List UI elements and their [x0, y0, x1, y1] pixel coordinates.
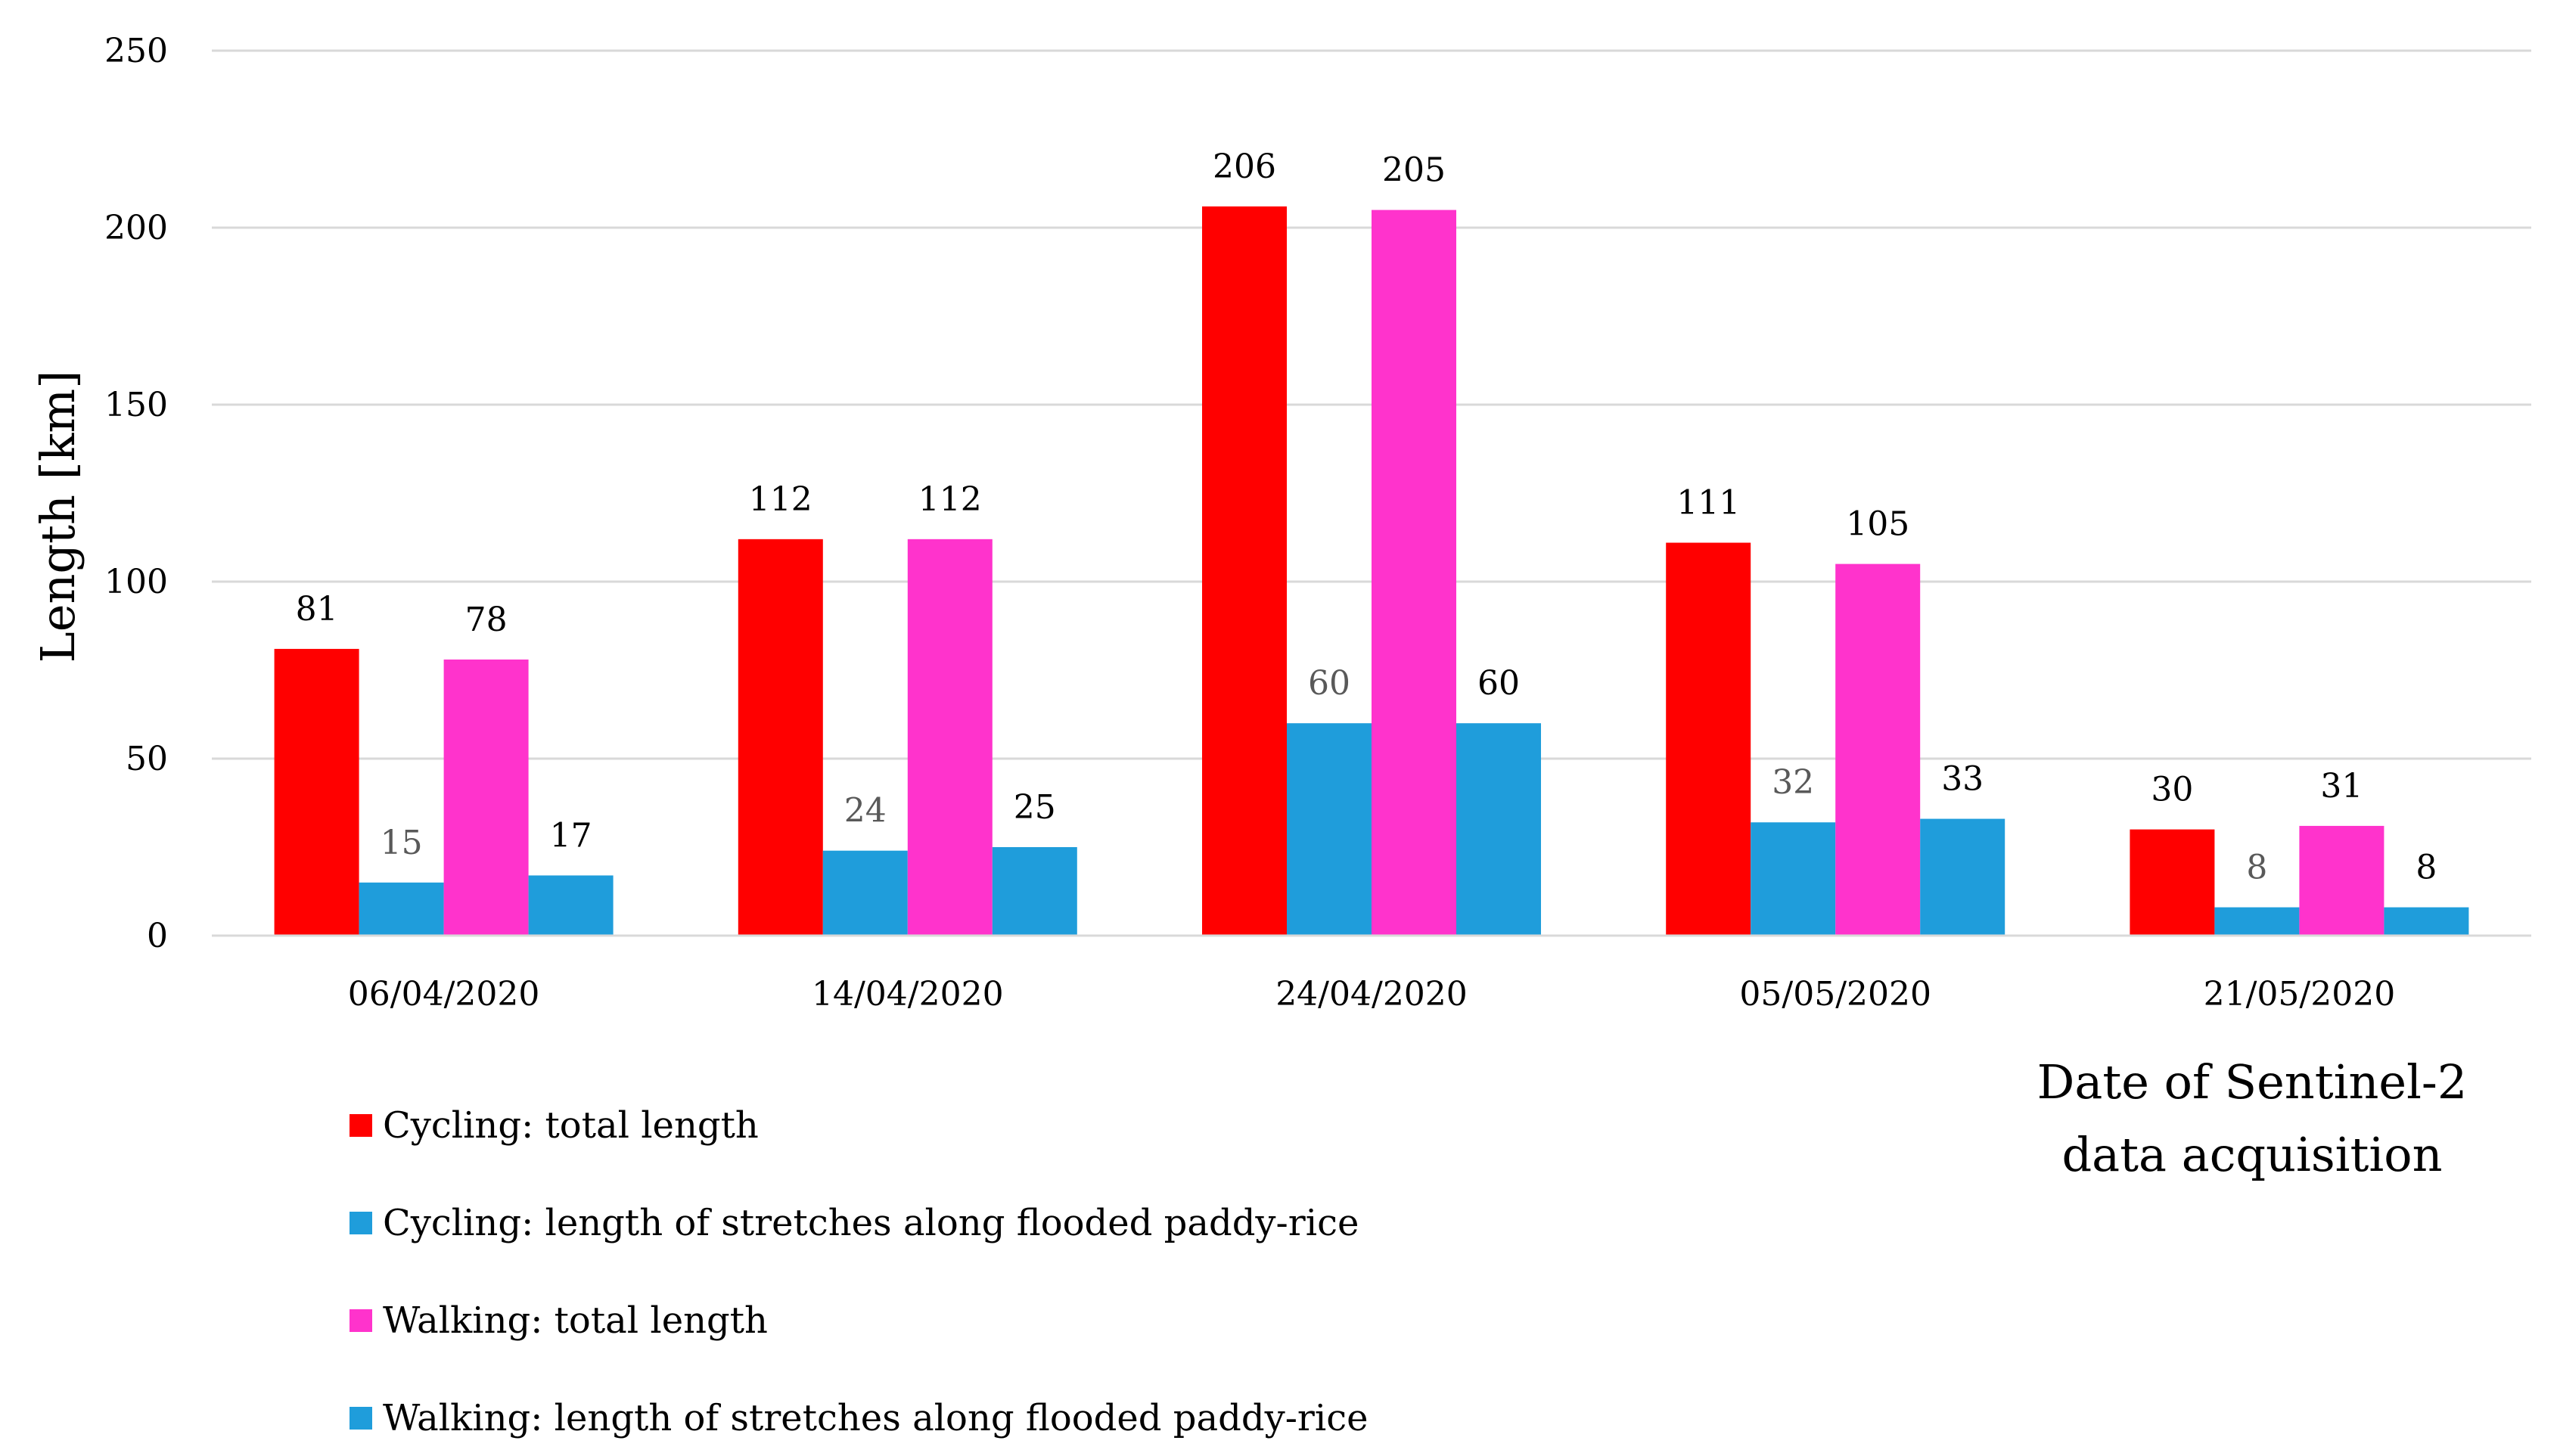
data-label: 112 [749, 480, 812, 519]
legend-swatch [350, 1407, 372, 1430]
bar-series-1-3 [1202, 206, 1287, 936]
bar-series-1-2 [738, 539, 823, 936]
data-label: 206 [1213, 147, 1276, 186]
bar-series-4-1 [528, 875, 614, 936]
data-label: 105 [1846, 505, 1909, 544]
x-tick-label: 21/05/2020 [2204, 975, 2396, 1014]
data-label: 15 [381, 824, 423, 862]
data-label: 78 [465, 601, 508, 639]
legend-swatch [350, 1212, 372, 1234]
y-tick-label: 250 [104, 32, 168, 70]
bar-series-2-4 [1751, 822, 1836, 936]
bar-series-2-5 [2214, 907, 2300, 936]
data-label: 17 [550, 816, 592, 855]
data-label: 24 [844, 792, 887, 830]
bars [274, 206, 2469, 936]
data-label: 8 [2246, 849, 2267, 887]
legend-swatch [350, 1114, 372, 1137]
bar-series-4-2 [992, 847, 1077, 936]
data-label: 8 [2416, 849, 2437, 887]
y-axis-ticks: 0 50 100 150 200 250 [104, 32, 168, 955]
data-label: 60 [1477, 664, 1520, 703]
legend: Cycling: total length Cycling: length of … [350, 1104, 1369, 1439]
y-tick-label: 150 [104, 386, 168, 424]
y-tick-label: 0 [147, 917, 168, 955]
bar-series-2-1 [359, 882, 444, 936]
data-labels: 81 15 78 17 112 24 112 25 206 60 205 60 111 32 105 33 30… [296, 147, 2437, 887]
legend-swatch [350, 1309, 372, 1332]
bar-series-3-1 [443, 659, 529, 936]
bar-series-1-1 [274, 648, 359, 936]
bar-series-1-5 [2130, 829, 2215, 936]
y-tick-label: 200 [104, 209, 168, 247]
data-label: 32 [1772, 763, 1814, 802]
legend-label: Walking: total length [383, 1299, 768, 1342]
bar-series-4-5 [2384, 907, 2469, 936]
y-tick-label: 100 [104, 563, 168, 601]
bar-series-4-4 [1920, 818, 2005, 936]
bar-series-2-3 [1287, 723, 1372, 936]
legend-label: Walking: length of stretches along flood… [383, 1397, 1369, 1439]
legend-label: Cycling: length of stretches along flood… [383, 1202, 1359, 1244]
bar-series-4-3 [1456, 723, 1541, 936]
x-tick-label: 14/04/2020 [812, 975, 1004, 1014]
data-label: 60 [1308, 664, 1350, 703]
x-axis-title-line-2: data acquisition [2061, 1127, 2442, 1182]
x-axis-ticks: 06/04/2020 14/04/2020 24/04/2020 05/05/2020… [348, 975, 2395, 1014]
bar-series-1-4 [1666, 542, 1751, 936]
x-tick-label: 05/05/2020 [1739, 975, 1931, 1014]
bar-series-3-2 [907, 539, 993, 936]
y-axis-title: Length [km] [30, 371, 85, 663]
legend-label: Cycling: total length [383, 1104, 759, 1147]
data-label: 33 [1941, 760, 1984, 799]
bar-series-3-5 [2299, 825, 2384, 936]
data-label: 30 [2151, 771, 2193, 809]
data-label: 81 [296, 590, 338, 629]
y-tick-label: 50 [126, 740, 168, 778]
data-label: 112 [918, 480, 982, 519]
bar-series-2-2 [822, 850, 908, 936]
data-label: 205 [1382, 151, 1446, 190]
bar-series-3-4 [1835, 563, 1921, 936]
x-axis-title-line-1: Date of Sentinel-2 [2037, 1054, 2468, 1110]
x-tick-label: 24/04/2020 [1275, 975, 1468, 1014]
data-label: 31 [2320, 767, 2363, 806]
bar-series-3-3 [1372, 210, 1456, 936]
data-label: 25 [1014, 788, 1056, 827]
data-label: 111 [1676, 484, 1740, 523]
x-tick-label: 06/04/2020 [348, 975, 540, 1014]
